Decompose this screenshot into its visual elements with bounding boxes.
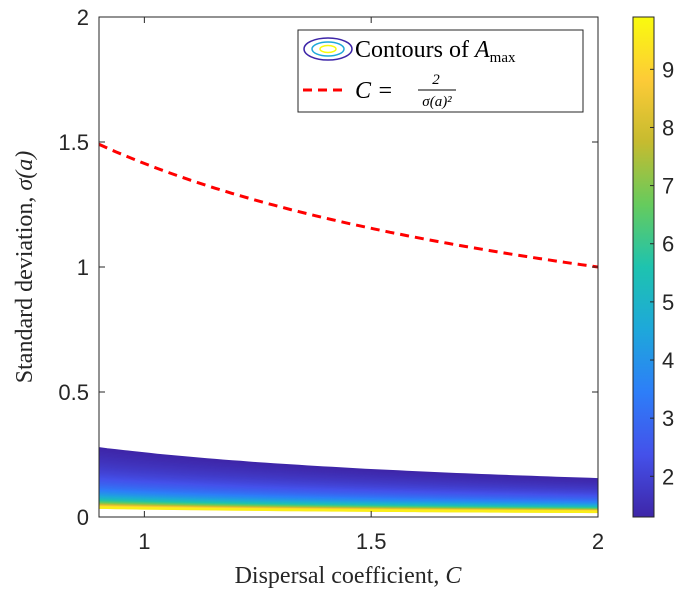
legend-ellipse-mid: [311, 41, 345, 57]
x-axis-title: Dispersal coefficient, C: [235, 563, 463, 589]
legend-curve-denominator: σ(a)²: [422, 94, 452, 110]
colorbar-tick-label: 7: [662, 174, 674, 199]
colorbar: [633, 17, 654, 517]
legend-contour-math: A: [473, 37, 490, 63]
colorbar-tick-label: 4: [662, 348, 674, 373]
y-tick-label: 0.5: [58, 380, 89, 405]
colorbar-frame: [632, 16, 655, 518]
colorbar-ticks: 2 3 4 5 6 7 8 9: [650, 57, 674, 489]
y-tick-label: 2: [77, 5, 89, 30]
x-axis-title-text: Dispersal coefficient,: [235, 563, 446, 589]
contour-lines: [99, 447, 598, 514]
legend-ellipse-inner: [319, 44, 337, 54]
colorbar-tick-label: 9: [662, 57, 674, 82]
y-tick-label: 1.5: [58, 130, 89, 155]
colorbar-tick-label: 6: [662, 232, 674, 257]
legend-curve-numerator: 2: [432, 72, 440, 88]
x-tick-label: 2: [592, 529, 604, 554]
legend-ellipse-outer: [303, 37, 353, 61]
colorbar-tick-label: 3: [662, 406, 674, 431]
legend-contour-sub: max: [490, 50, 516, 66]
legend-box: [297, 29, 584, 113]
x-tick-label: 1.5: [356, 529, 387, 554]
legend-contour-prefix: Contours of: [355, 37, 475, 63]
y-axis-ticks: 0 0.5 1 1.5 2: [58, 5, 598, 530]
y-tick-label: 1: [77, 255, 89, 280]
contour-line: [99, 506, 598, 514]
colorbar-tick-label: 8: [662, 115, 674, 140]
y-axis-title-math: σ(a): [12, 151, 38, 191]
y-tick-label: 0: [77, 505, 89, 530]
legend-curve-lhs: C =: [355, 78, 393, 104]
colorbar-tick-label: 5: [662, 290, 674, 315]
x-axis-title-math: C: [445, 563, 462, 589]
legend-contour-label: Contours of Amax: [355, 37, 516, 66]
x-axis-ticks: 1 1.5 2: [138, 17, 604, 554]
dispersal-threshold-curve: [99, 142, 598, 269]
x-tick-label: 1: [138, 529, 150, 554]
legend: Contours of Amax C = 2 σ(a)²: [297, 29, 584, 113]
contour-legend-icon: [303, 37, 353, 61]
y-axis-title: Standard deviation, σ(a): [12, 151, 38, 383]
colorbar-tick-label: 2: [662, 464, 674, 489]
y-axis-title-text: Standard deviation,: [12, 191, 38, 384]
